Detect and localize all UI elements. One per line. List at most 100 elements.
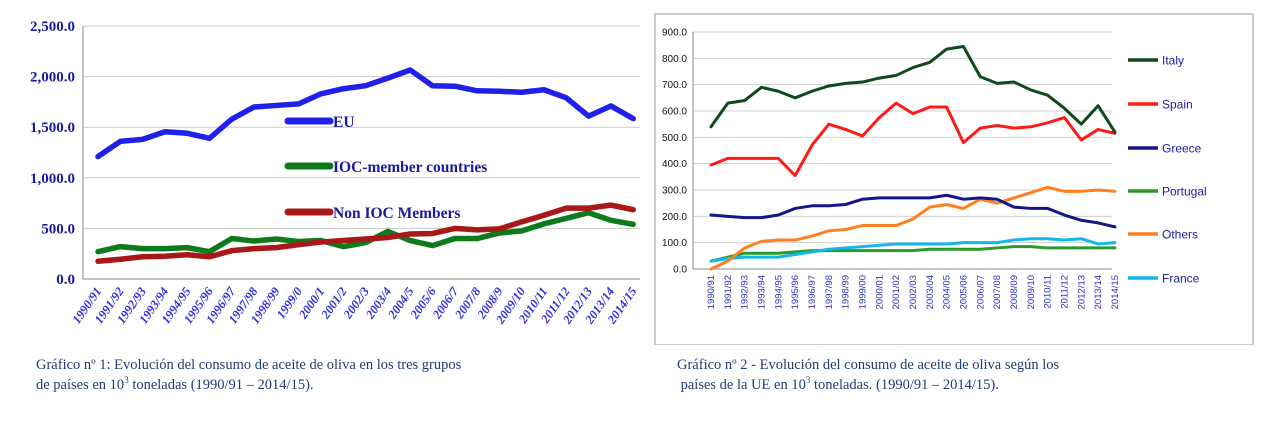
chart-2-x-tick-label: 2001/02 bbox=[891, 275, 902, 309]
chart-1-data-point bbox=[297, 103, 300, 105]
chart-1-data-point bbox=[476, 237, 478, 240]
chart-2-data-point bbox=[1097, 222, 1099, 224]
chart-2-data-point bbox=[811, 205, 813, 207]
chart-2-data-point bbox=[727, 257, 729, 260]
chart-2-data-point bbox=[946, 248, 948, 250]
chart-1-data-point bbox=[587, 115, 590, 117]
chart-2-data-point bbox=[861, 224, 864, 227]
chart-2-data-point bbox=[1114, 247, 1116, 249]
chart-2-data-point bbox=[710, 126, 712, 128]
chart-2-data-point bbox=[878, 77, 880, 79]
chart-2-data-point bbox=[845, 128, 847, 131]
chart-2-data-point bbox=[845, 249, 847, 252]
chart-2-data-point bbox=[878, 197, 880, 199]
chart-1-data-point bbox=[610, 219, 612, 222]
chart-2-x-tick-label: 1993/94 bbox=[756, 275, 767, 309]
chart-2-data-point bbox=[1030, 238, 1032, 240]
chart-1-y-tick-label: 1,500.0 bbox=[30, 120, 75, 136]
chart-2-data-point bbox=[828, 230, 830, 232]
chart-2-data-point bbox=[777, 157, 779, 159]
chart-2-legend-label: Portugal bbox=[1162, 185, 1207, 199]
chart-2-x-tick-label: 2004/05 bbox=[942, 275, 953, 309]
chart-2-data-point bbox=[710, 260, 712, 262]
chart-2-data-point bbox=[929, 248, 931, 250]
chart-2-data-point bbox=[1114, 190, 1116, 192]
chart-1-y-tick-label: 1,000.0 bbox=[30, 171, 75, 187]
chart-2-x-tick-label: 1997/98 bbox=[824, 275, 835, 309]
chart-2-data-point bbox=[979, 198, 981, 200]
chart-2-data-point bbox=[1063, 214, 1066, 216]
chart-2-data-point bbox=[1030, 192, 1032, 194]
chart-1-data-point bbox=[409, 239, 412, 242]
chart-2-data-point bbox=[946, 243, 948, 245]
chart-2-data-point bbox=[962, 45, 965, 48]
chart-2-data-point bbox=[895, 197, 897, 199]
chart-2-x-tick-label: 2007/08 bbox=[992, 275, 1003, 309]
chart-2-data-point bbox=[1013, 127, 1015, 129]
chart-1-data-point bbox=[208, 137, 211, 140]
chart-2-x-tick-label: 1994/95 bbox=[773, 275, 784, 309]
chart-1-data-point bbox=[543, 214, 545, 217]
chart-2-x-tick-label: 2009/10 bbox=[1026, 275, 1037, 309]
chart-1-data-point bbox=[275, 238, 278, 240]
chart-2-data-point bbox=[861, 246, 864, 248]
chart-1-data-point bbox=[587, 211, 590, 214]
chart-2-series-line-2 bbox=[709, 193, 1117, 229]
chart-2-x-tick-label: 1999/00 bbox=[857, 275, 868, 309]
chart-2-data-point bbox=[828, 123, 830, 125]
chart-2-x-tick-label: 2006/07 bbox=[975, 275, 986, 309]
chart-1-data-point bbox=[119, 258, 122, 261]
chart-2-data-point bbox=[946, 48, 948, 50]
chart-2-data-point bbox=[929, 106, 931, 108]
chart-1-data-point bbox=[565, 97, 568, 99]
chart-1-background bbox=[0, 0, 640, 345]
chart-2-data-point bbox=[929, 206, 931, 208]
chart-1-data-point bbox=[208, 255, 211, 258]
chart-2-data-point bbox=[1097, 247, 1099, 249]
chart-2-data-point bbox=[794, 174, 796, 177]
chart-2-data-point bbox=[878, 116, 880, 119]
chart-2-data-point bbox=[962, 142, 965, 144]
chart-1-data-point bbox=[632, 208, 634, 211]
chart-1-data-point bbox=[387, 77, 389, 79]
chart-1-y-tick-label: 500.0 bbox=[41, 221, 75, 237]
chart-2-y-tick-label: 600.0 bbox=[662, 107, 687, 118]
chart-1-data-point bbox=[320, 93, 322, 95]
chart-2-data-point bbox=[1080, 247, 1082, 249]
chart-2-data-point bbox=[727, 215, 729, 217]
chart-2-data-point bbox=[794, 207, 796, 210]
chart-2-x-tick-label: 2003/04 bbox=[925, 275, 936, 309]
chart-2-data-point bbox=[727, 102, 729, 104]
chart-2-data-point bbox=[845, 82, 847, 84]
chart-2-data-point bbox=[1080, 139, 1082, 141]
chart-2-data-point bbox=[1013, 206, 1015, 208]
chart-2-data-point bbox=[1030, 246, 1032, 248]
chart-1-data-point bbox=[431, 232, 434, 235]
chart-2-data-point bbox=[794, 239, 796, 241]
chart-2-data-point bbox=[895, 102, 897, 104]
chart-2-data-point bbox=[996, 202, 998, 204]
chart-2-y-tick-label: 400.0 bbox=[662, 159, 687, 170]
chart-1-data-point bbox=[97, 155, 99, 158]
chart-1-data-point bbox=[476, 229, 478, 231]
chart-1-data-point bbox=[431, 244, 434, 247]
chart-1-legend-label: IOC-member countries bbox=[333, 159, 487, 176]
chart-2-data-point bbox=[1013, 246, 1015, 248]
chart-2-frame bbox=[654, 13, 1254, 345]
chart-1-data-point bbox=[119, 245, 122, 248]
caption-chart-1: Gráfico nº 1: Evolución del consumo de a… bbox=[36, 355, 461, 395]
chart-1-data-point bbox=[364, 84, 367, 87]
chart-2-data-point bbox=[794, 253, 796, 256]
chart-2-data-point bbox=[895, 249, 897, 252]
chart-2-data-point bbox=[727, 256, 729, 258]
chart-2-series-line-3 bbox=[709, 245, 1117, 263]
chart-2-data-point bbox=[1013, 239, 1015, 241]
chart-2-y-tick-label: 700.0 bbox=[662, 80, 687, 91]
chart-2-data-point bbox=[1047, 247, 1049, 249]
chart-2-legend-label: Italy bbox=[1162, 54, 1184, 68]
chart-1-data-point bbox=[587, 207, 590, 209]
chart-1-data-point bbox=[342, 87, 345, 90]
chart-1-data-point bbox=[119, 140, 122, 143]
chart-1-data-point bbox=[253, 240, 255, 242]
chart-2-data-point bbox=[1114, 242, 1116, 244]
